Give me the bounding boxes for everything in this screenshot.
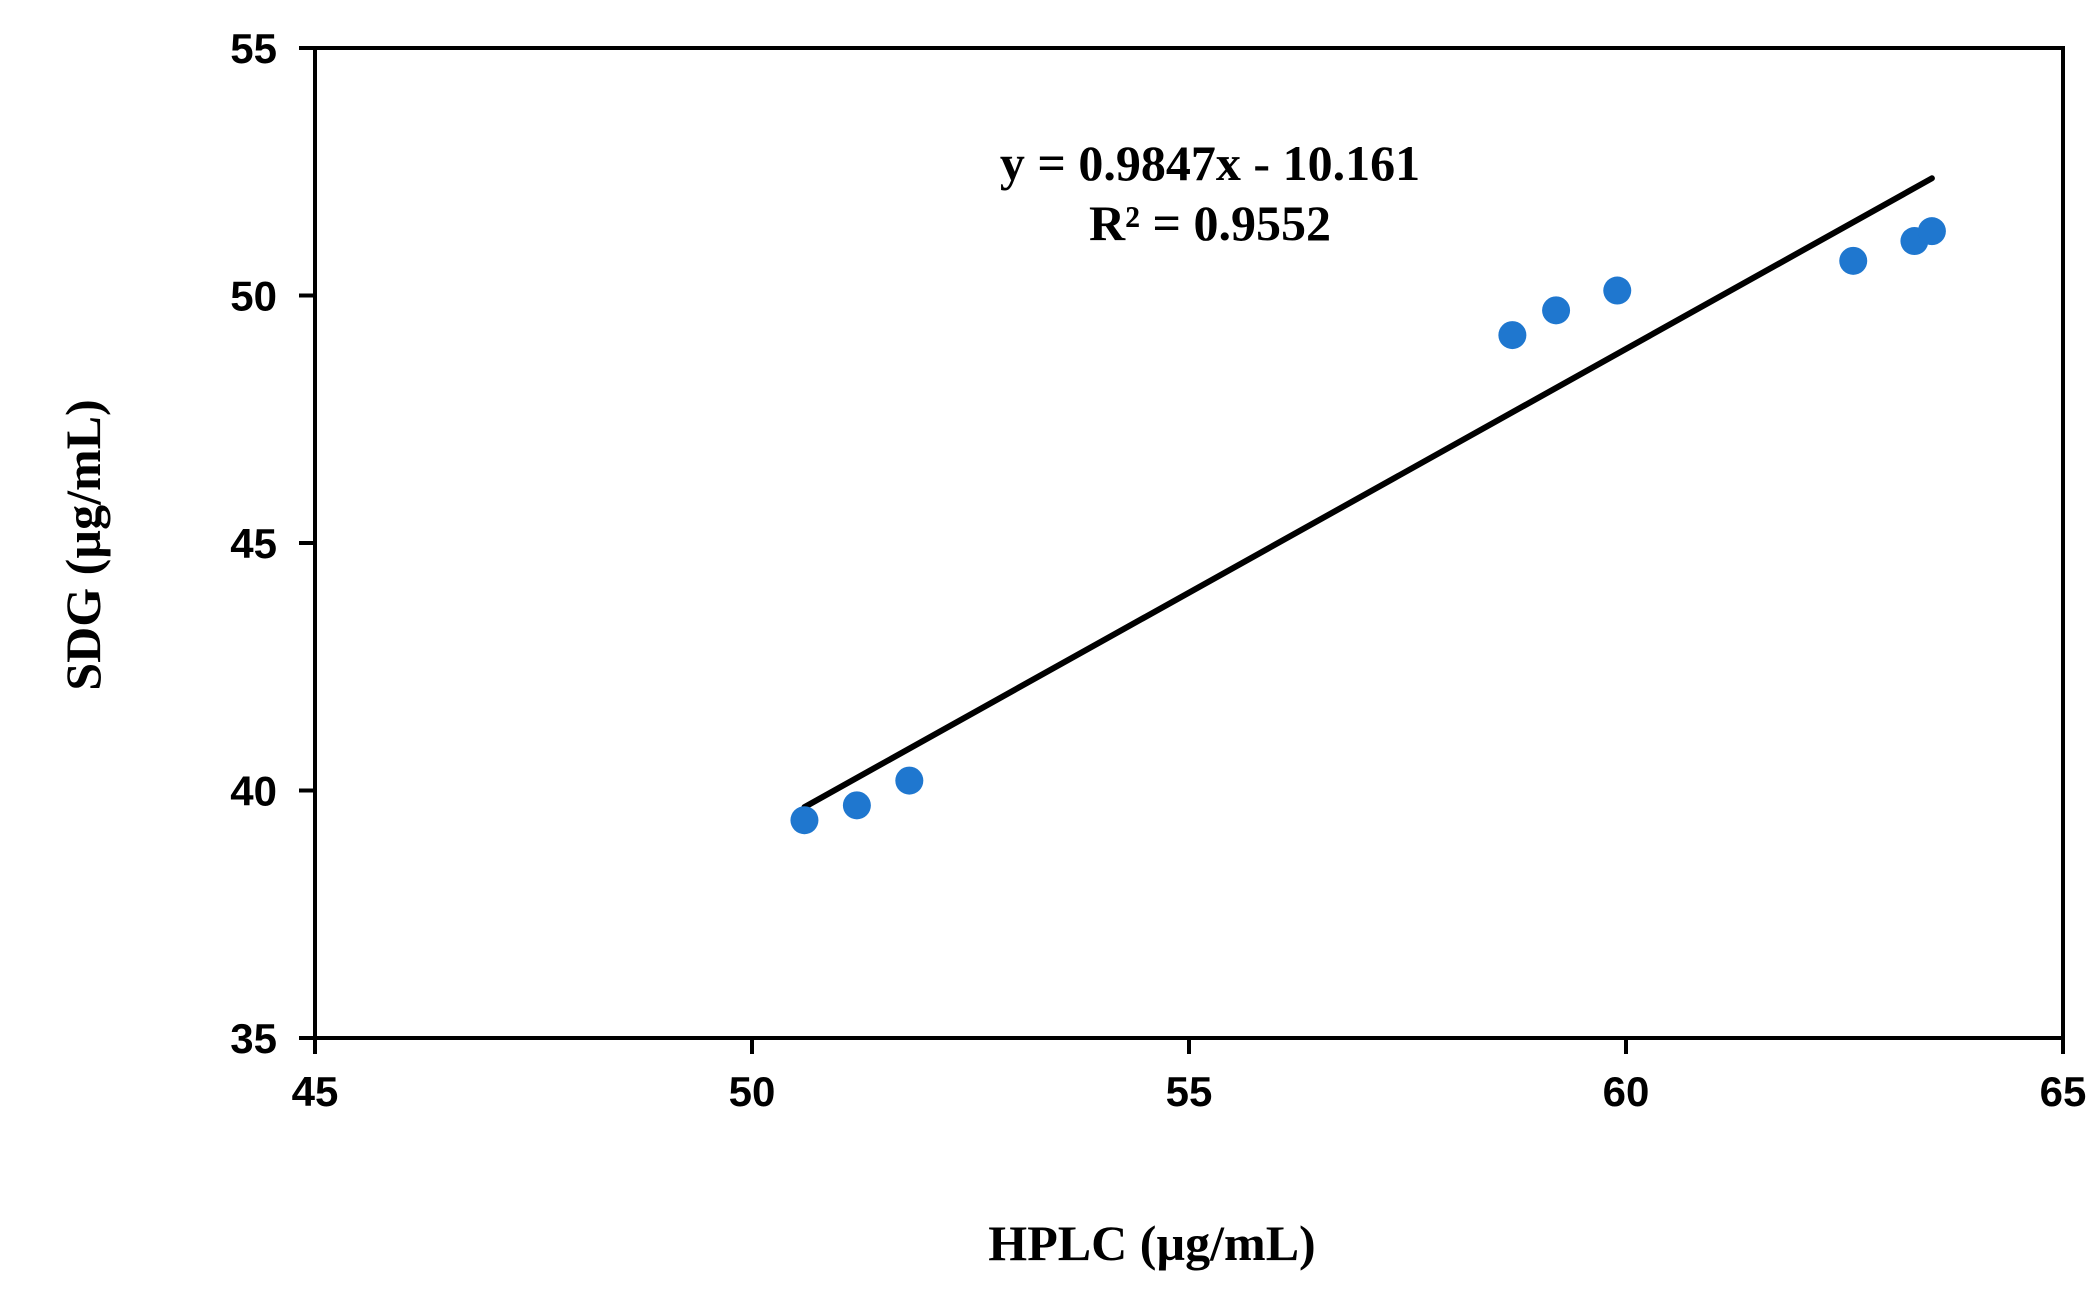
data-point xyxy=(1498,321,1527,350)
y-tick-label: 45 xyxy=(230,520,277,567)
data-point xyxy=(1839,246,1868,275)
x-axis-title: HPLC (µg/mL) xyxy=(988,1215,1315,1271)
x-axis-ticks: 45 50 55 60 65 xyxy=(292,1038,2087,1115)
data-point xyxy=(790,806,819,835)
r-squared-label: R² = 0.9552 xyxy=(1089,195,1331,251)
y-tick-label: 55 xyxy=(230,25,277,72)
x-tick-label: 65 xyxy=(2040,1068,2087,1115)
trendline-layer xyxy=(801,175,1935,811)
data-point xyxy=(1917,217,1946,246)
data-point xyxy=(842,791,871,820)
y-tick-label: 50 xyxy=(230,273,277,320)
y-axis-ticks: 35 40 45 50 55 xyxy=(230,25,315,1062)
x-tick-label: 50 xyxy=(729,1068,776,1115)
trendline-equation: y = 0.9847x - 10.161 xyxy=(1000,135,1420,191)
data-points xyxy=(790,217,1946,835)
trendline xyxy=(801,175,1935,811)
y-tick-label: 35 xyxy=(230,1015,277,1062)
y-axis-title: SDG (µg/mL) xyxy=(55,399,111,690)
data-point xyxy=(1603,276,1632,305)
data-point xyxy=(1542,296,1571,325)
data-point xyxy=(895,766,924,795)
x-tick-label: 60 xyxy=(1603,1068,1650,1115)
x-tick-label: 55 xyxy=(1166,1068,1213,1115)
x-tick-label: 45 xyxy=(292,1068,339,1115)
y-tick-label: 40 xyxy=(230,768,277,815)
